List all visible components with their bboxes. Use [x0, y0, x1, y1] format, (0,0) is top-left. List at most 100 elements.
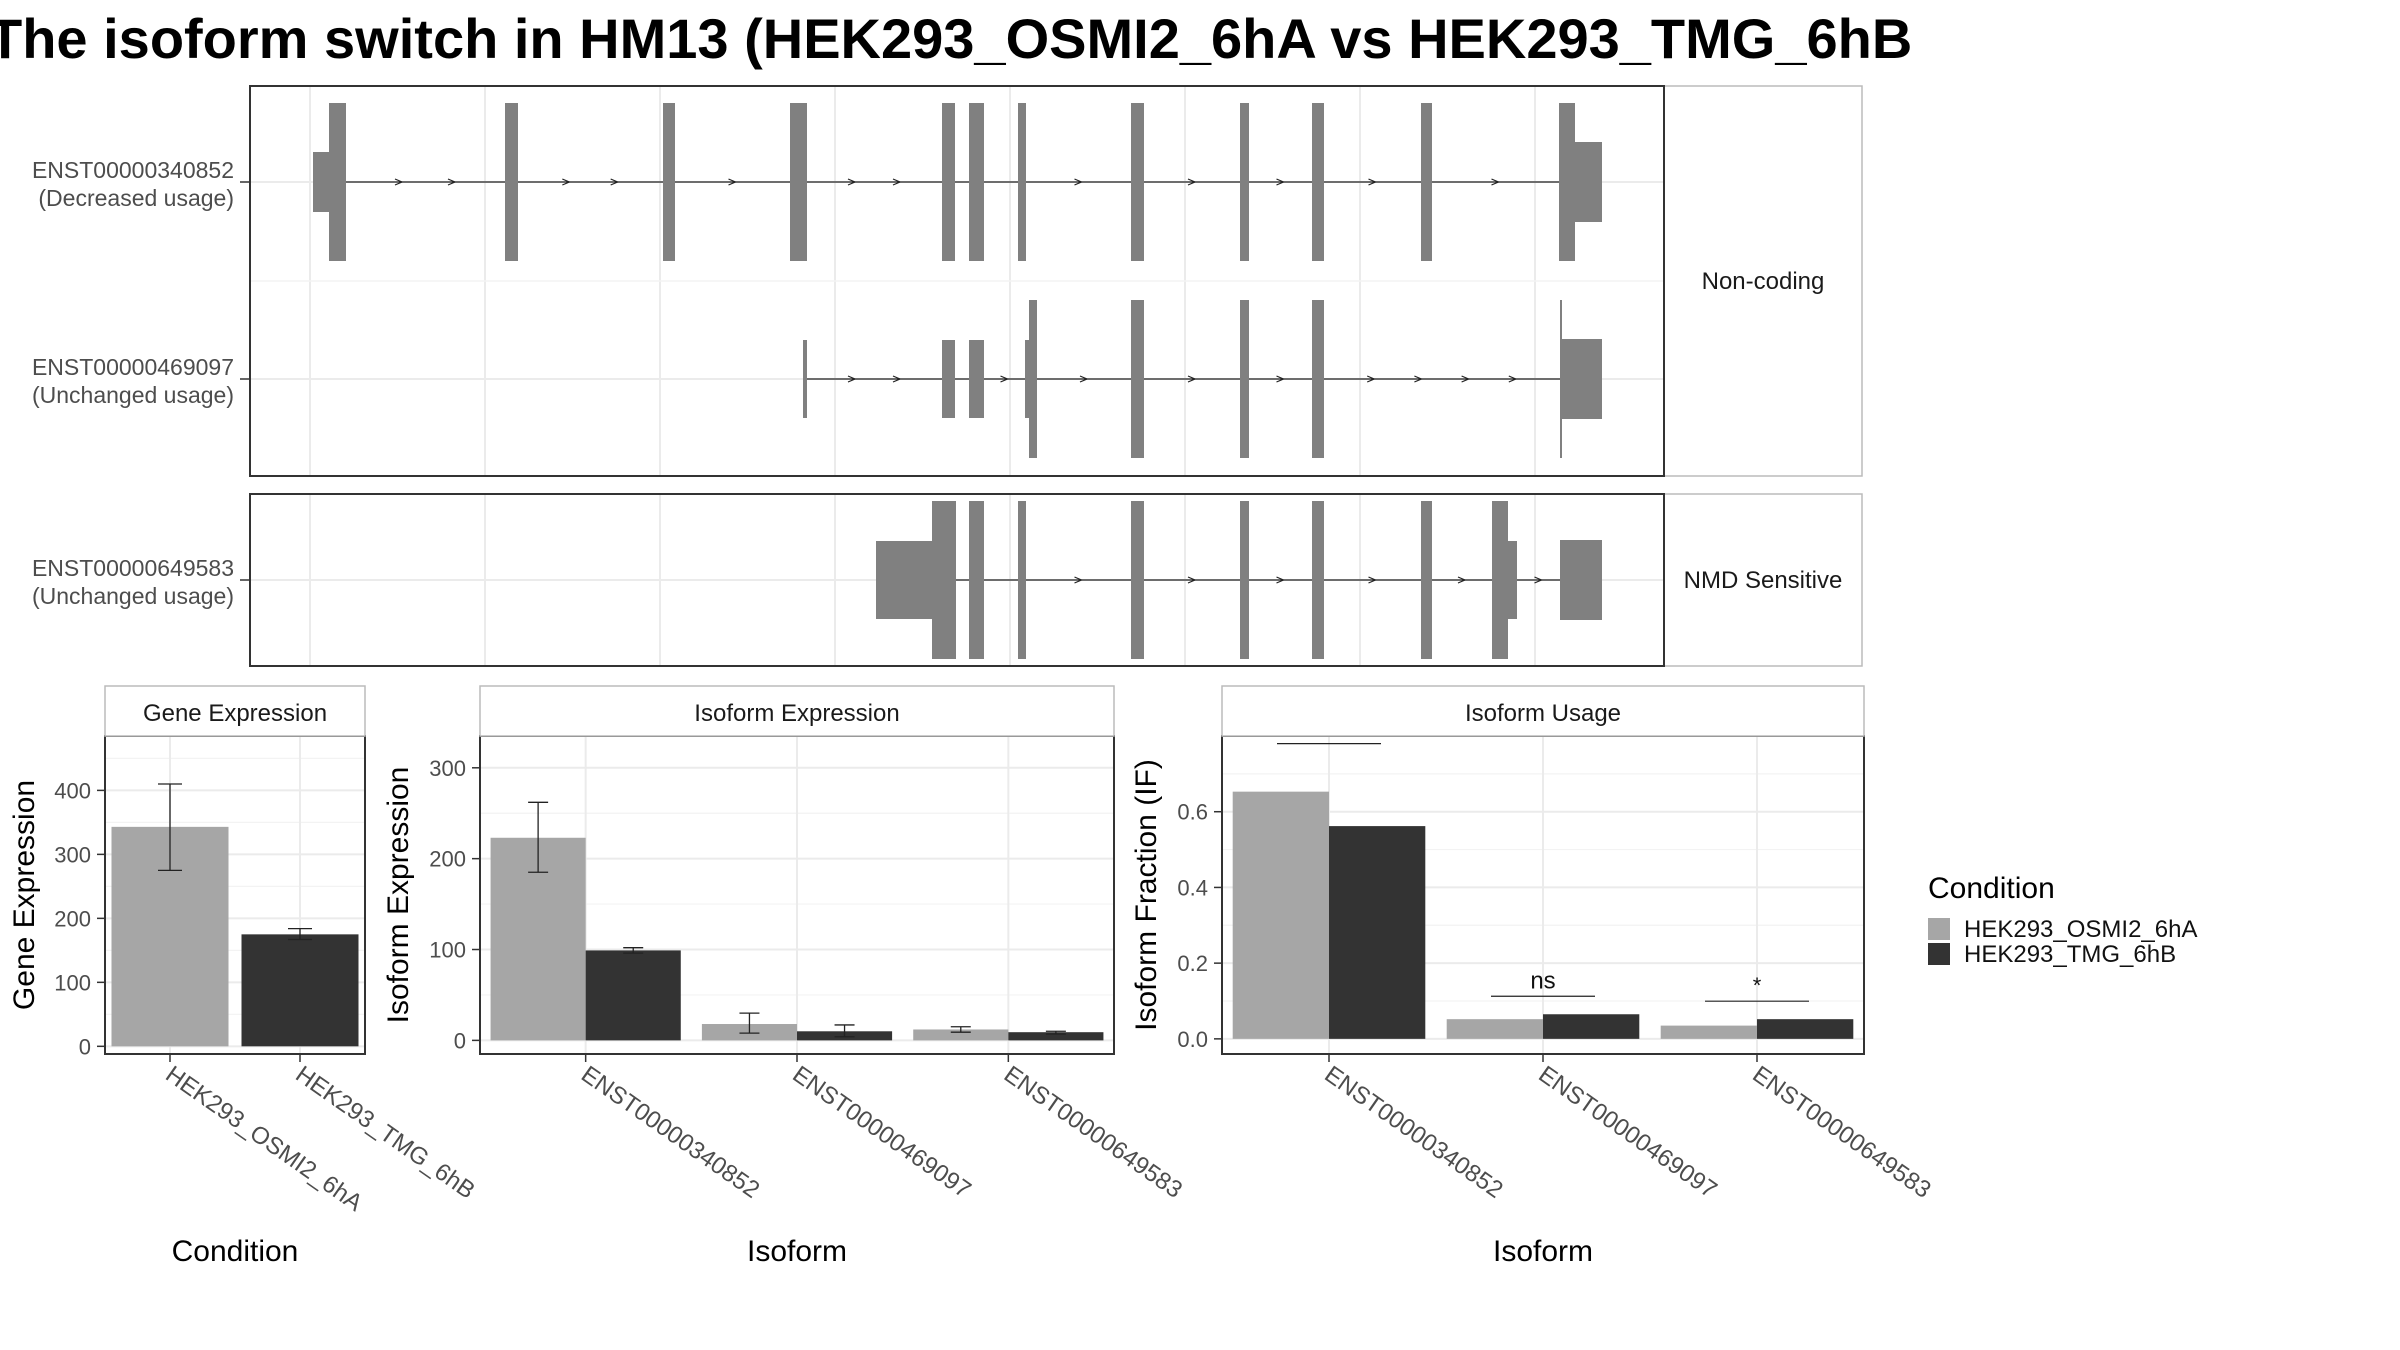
exon — [1240, 501, 1249, 659]
transcript-panel-2: NMD Sensitive ENST00000649583(Unchanged u… — [32, 493, 1863, 667]
transcript-structure-panels: Non-coding ENST00000340852(Decreased usag… — [32, 85, 1863, 667]
strand-arrow — [1368, 178, 1378, 186]
strand-arrow — [1276, 576, 1286, 584]
y-tick-label: 0.4 — [1177, 875, 1208, 900]
x-axis-title: Isoform — [747, 1235, 847, 1268]
exon — [1240, 103, 1249, 261]
isoform-label-id: ENST00000340852 — [32, 157, 234, 183]
x-tick-label: ENST00000469097 — [788, 1061, 976, 1204]
facet-strip — [1663, 493, 1863, 667]
x-tick-label: ENST00000340852 — [1320, 1061, 1508, 1204]
x-tick-label: ENST00000649583 — [999, 1061, 1187, 1204]
exon — [803, 340, 807, 418]
legend-label: HEK293_OSMI2_6hA — [1964, 916, 2197, 943]
exon — [1131, 103, 1144, 261]
exon — [663, 103, 675, 261]
exon — [1312, 103, 1324, 261]
y-tick-label: 400 — [54, 778, 91, 803]
strand-arrow — [394, 178, 404, 186]
y-tick-label: 0 — [454, 1028, 466, 1053]
y-tick-label: 300 — [54, 842, 91, 867]
exon — [969, 340, 984, 418]
strand-arrow — [1000, 375, 1010, 383]
exon — [1560, 540, 1602, 620]
exon — [1018, 501, 1026, 659]
exon — [1508, 541, 1517, 619]
exon — [1492, 501, 1508, 659]
exon — [329, 103, 346, 261]
exon — [1131, 300, 1144, 458]
exon — [1421, 103, 1432, 261]
x-tick-label: ENST00000649583 — [1748, 1061, 1936, 1204]
y-tick-label: 0.2 — [1177, 951, 1208, 976]
bar-ENST00000469097-a — [1446, 1019, 1543, 1039]
facet-strip-label: Non-coding — [1702, 268, 1825, 295]
y-tick-label: 200 — [54, 906, 91, 931]
strand-arrow — [1187, 178, 1197, 186]
strand-arrow — [1368, 576, 1378, 584]
y-tick-label: 100 — [54, 970, 91, 995]
exon — [1575, 142, 1602, 222]
strand-arrow — [610, 178, 620, 186]
transcript-model-ENST00000340852 — [313, 103, 1602, 261]
exon — [876, 541, 932, 619]
bar-HEK293_TMG_6hB — [241, 934, 359, 1047]
isoform-label-usage: (Unchanged usage) — [32, 583, 234, 609]
y-axis-title: Gene Expression — [8, 780, 41, 1010]
significance-label: * — [1753, 973, 1762, 998]
strand-arrow — [1276, 375, 1286, 383]
panel-title: Isoform Usage — [1465, 700, 1621, 727]
exon — [1240, 300, 1249, 458]
bar-panel-3: *ns*Isoform Usage0.00.20.40.6ENST0000034… — [1130, 685, 1936, 1268]
bar-chart-panels: Gene Expression0100200300400HEK293_OSMI2… — [8, 685, 1936, 1268]
isoform-label-id: ENST00000649583 — [32, 555, 234, 581]
facet-strip-label: NMD Sensitive — [1684, 567, 1843, 594]
exon — [1312, 501, 1324, 659]
strand-arrow — [1366, 375, 1376, 383]
y-axis-title: Isoform Expression — [382, 767, 415, 1024]
strand-arrow — [892, 178, 902, 186]
strand-arrow — [1187, 576, 1197, 584]
figure-title: The isoform switch in HM13 (HEK293_OSMI2… — [0, 7, 1913, 70]
legend-label: HEK293_TMG_6hB — [1964, 941, 2176, 968]
bar-ENST00000649583-a — [913, 1029, 1009, 1041]
strand-arrow — [1276, 178, 1286, 186]
facet-strip — [479, 685, 1115, 737]
strand-arrow — [728, 178, 738, 186]
strand-arrow — [1508, 375, 1518, 383]
exon — [942, 103, 955, 261]
bar-ENST00000469097-b — [1543, 1014, 1640, 1039]
panel-title: Gene Expression — [143, 700, 327, 727]
exon — [969, 103, 984, 261]
isoform-label-usage: (Unchanged usage) — [32, 382, 234, 408]
y-tick-label: 300 — [429, 756, 466, 781]
exon — [1029, 300, 1037, 458]
exon — [1560, 300, 1562, 458]
isoform-label-id: ENST00000469097 — [32, 354, 234, 380]
exon — [1562, 339, 1602, 419]
exon — [1131, 501, 1144, 659]
y-tick-label: 0.6 — [1177, 800, 1208, 825]
transcript-panel-1: Non-coding ENST00000340852(Decreased usag… — [32, 85, 1863, 477]
strand-arrow — [1079, 375, 1089, 383]
strand-arrow — [1074, 178, 1084, 186]
panel-title: Isoform Expression — [694, 700, 899, 727]
strand-arrow — [1534, 576, 1544, 584]
isoform-label-usage: (Decreased usage) — [38, 185, 234, 211]
y-axis-title: Isoform Fraction (IF) — [1130, 759, 1163, 1031]
exon — [313, 152, 329, 212]
bar-panel-2: Isoform Expression 0 100 200 300 ENST00000340… — [382, 685, 1187, 1268]
strand-arrow — [1491, 178, 1501, 186]
exon — [1025, 340, 1029, 418]
bar-ENST00000649583-b — [1008, 1032, 1104, 1041]
legend-key-b — [1928, 943, 1950, 965]
exon — [1559, 103, 1575, 261]
strand-arrow — [1074, 576, 1084, 584]
bar-ENST00000649583-a — [1660, 1025, 1757, 1039]
bar-ENST00000649583-b — [1757, 1019, 1854, 1039]
strand-arrow — [447, 178, 457, 186]
exon — [932, 501, 956, 659]
x-tick-label: ENST00000469097 — [1534, 1061, 1722, 1204]
bar-ENST00000340852-b — [1329, 826, 1426, 1039]
